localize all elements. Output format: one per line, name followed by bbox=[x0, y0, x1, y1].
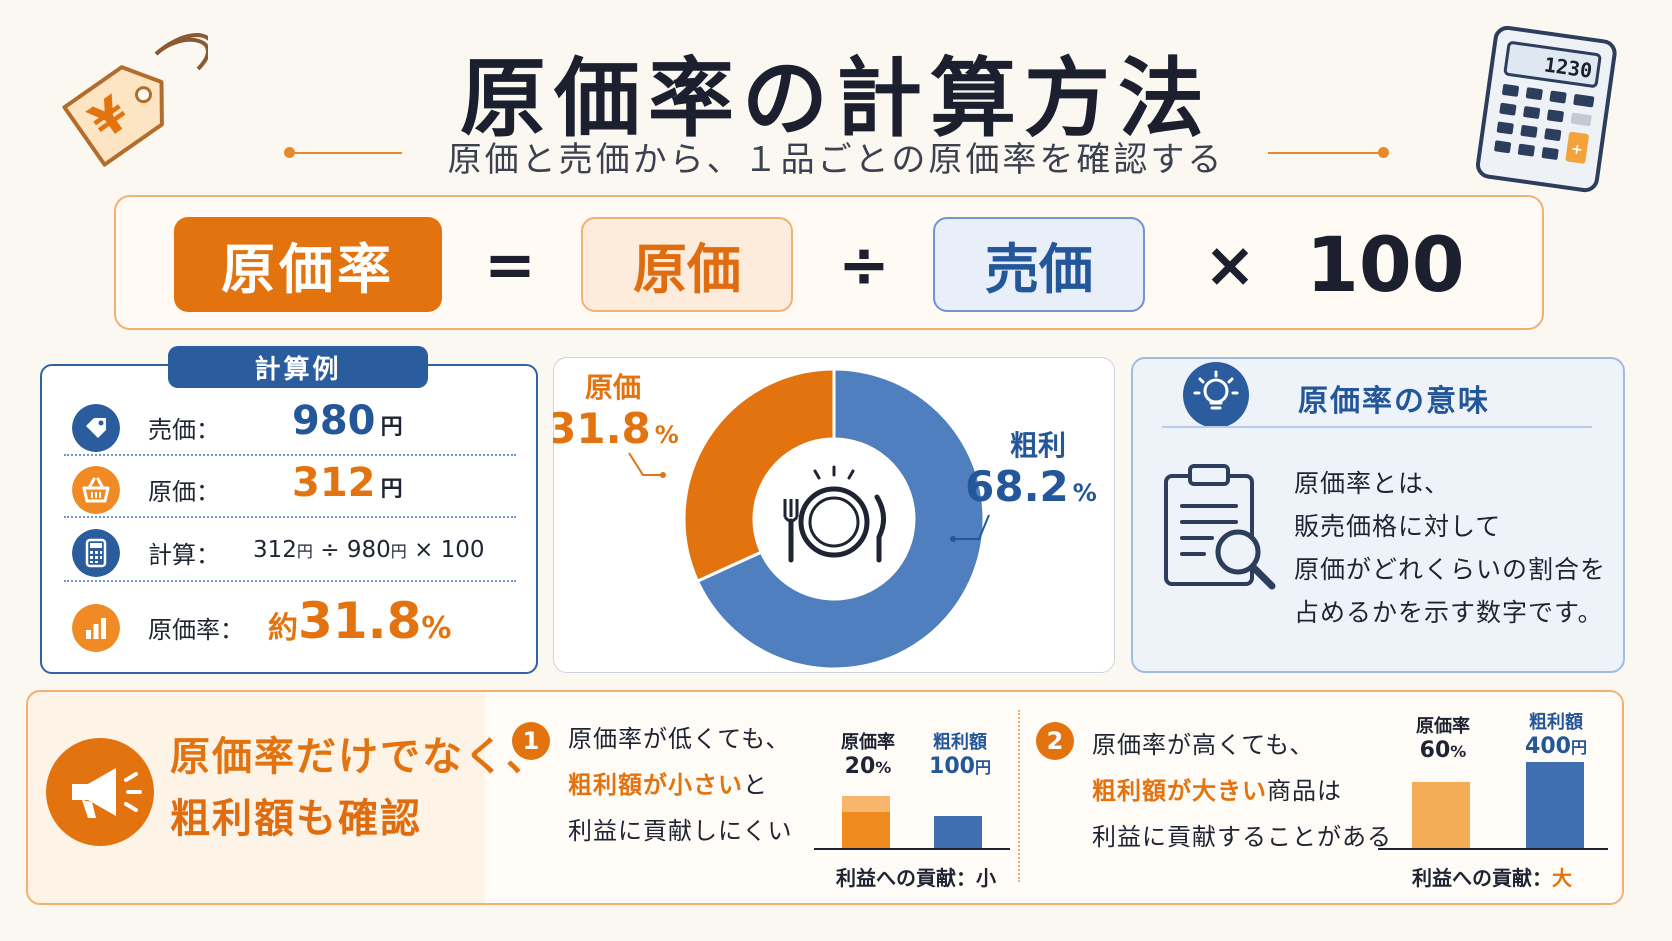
subtitle-line-left bbox=[290, 152, 402, 154]
formula-cost-box: 原価 bbox=[581, 217, 793, 312]
p2-rate-label: 原価率 bbox=[1416, 716, 1470, 737]
price-tag-icon: ¥ bbox=[62, 33, 208, 167]
p2-profit-label: 粗利額 bbox=[1529, 712, 1583, 733]
p2-profit-bar bbox=[1526, 762, 1584, 848]
example-cost-value: 312 bbox=[292, 460, 376, 506]
meaning-title: 原価率の意味 bbox=[1298, 384, 1490, 419]
example-label: 原価率： bbox=[148, 616, 244, 644]
formula-price-box: 売価 bbox=[933, 217, 1145, 312]
subtitle-line-right bbox=[1268, 152, 1380, 154]
p2-rate-bar bbox=[1412, 782, 1470, 848]
example-row-calc: 計算： 312円 ÷ 980円 × 100 bbox=[72, 523, 512, 583]
points-divider bbox=[1018, 710, 1020, 882]
p2-baseline bbox=[1378, 848, 1608, 850]
unit-yen: 円 bbox=[380, 477, 403, 502]
meaning-line: 販売価格に対して bbox=[1294, 512, 1502, 541]
example-price-value: 980 bbox=[292, 398, 376, 444]
example-row-price: 売価： 980 円 bbox=[72, 398, 512, 458]
row-divider bbox=[64, 454, 516, 456]
p1-rate-label: 原価率 bbox=[841, 732, 895, 753]
formula-rate-box: 原価率 bbox=[174, 217, 442, 312]
example-row-rate: 原価率： 約31.8% bbox=[72, 592, 512, 658]
point-2-badge: 2 bbox=[1036, 722, 1074, 760]
calculator-plus-key: + bbox=[1570, 141, 1584, 158]
plate-cutlery-icon bbox=[783, 465, 886, 563]
formula-divide: ÷ bbox=[838, 228, 890, 301]
p1-baseline bbox=[814, 848, 1010, 850]
lightbulb-icon bbox=[1183, 362, 1249, 428]
formula-equals: = bbox=[484, 228, 536, 301]
donut-label-profit-value: 68.2% bbox=[965, 462, 1097, 511]
row-divider bbox=[64, 516, 516, 518]
calculator-icon bbox=[72, 529, 120, 577]
p2-profit-value: 400円 bbox=[1525, 734, 1587, 759]
example-label: 原価： bbox=[148, 478, 220, 506]
p2-contribution: 利益への貢献：大 bbox=[1412, 866, 1572, 890]
p1-profit-value: 100円 bbox=[929, 754, 991, 779]
row-divider bbox=[64, 580, 516, 582]
p1-rate-bar bbox=[842, 796, 890, 848]
meaning-divider bbox=[1162, 426, 1592, 428]
p1-contribution: 利益への貢献：小 bbox=[836, 866, 996, 890]
p1-profit-label: 粗利額 bbox=[933, 732, 987, 753]
subtitle-dot-left bbox=[284, 147, 295, 158]
example-rate-value: 31.8 bbox=[298, 592, 422, 650]
donut-label-cost-name: 原価 bbox=[585, 371, 641, 404]
meaning-line: 原価率とは、 bbox=[1294, 469, 1451, 498]
calculator-icon: 1230 + bbox=[1475, 26, 1617, 193]
donut-label-profit-name: 粗利 bbox=[1010, 429, 1066, 462]
meaning-text: 原価率とは、 販売価格に対して 原価がどれくらいの割合を 占めるかを示す数字です… bbox=[1294, 462, 1606, 634]
unit-yen: 円 bbox=[380, 415, 403, 440]
example-calc-expression: 312円 ÷ 980円 × 100 bbox=[253, 537, 485, 563]
point-1-badge: 1 bbox=[512, 722, 550, 760]
bottom-headline: 原価率だけでなく、 粗利額も確認 bbox=[170, 726, 548, 850]
clipboard-search-icon bbox=[1164, 464, 1276, 590]
subtitle-dot-right bbox=[1378, 147, 1389, 158]
bar-chart-icon bbox=[72, 604, 120, 652]
example-card bbox=[40, 364, 538, 674]
meaning-line: 原価がどれくらいの割合を bbox=[1294, 555, 1607, 584]
p1-rate-value: 20% bbox=[844, 754, 892, 779]
formula-panel: 原価率 = 原価 ÷ 売価 × 100 bbox=[114, 195, 1544, 330]
basket-icon bbox=[72, 466, 120, 514]
megaphone-icon bbox=[46, 738, 154, 846]
page-title: 原価率の計算方法 bbox=[460, 49, 1212, 149]
formula-factor: 100 bbox=[1306, 220, 1465, 309]
meaning-line: 占めるかを示す数字です。 bbox=[1294, 598, 1604, 627]
example-label: 計算： bbox=[148, 541, 220, 569]
headline-line-2: 粗利額も確認 bbox=[170, 796, 422, 842]
p1-profit-bar bbox=[934, 816, 982, 848]
example-row-cost: 原価： 312 円 bbox=[72, 460, 512, 520]
p2-rate-value: 60% bbox=[1419, 738, 1467, 763]
formula-multiply: × bbox=[1204, 228, 1256, 301]
example-label: 売価： bbox=[148, 416, 220, 444]
donut-label-cost-value: 31.8% bbox=[553, 404, 679, 453]
point-2-text: 原価率が高くても、 粗利額が大きい商品は 利益に貢献することがある bbox=[1092, 731, 1392, 851]
approx-prefix: 約 bbox=[268, 611, 298, 646]
example-tab: 計算例 bbox=[168, 346, 428, 388]
headline-line-1: 原価率だけでなく、 bbox=[170, 734, 548, 780]
point-1-text: 原価率が低くても、 粗利額が小さいと 利益に貢献しにくい bbox=[568, 725, 793, 845]
price-tag-icon bbox=[72, 404, 120, 452]
page-subtitle: 原価と売価から、１品ごとの原価率を確認する bbox=[447, 140, 1225, 180]
unit-percent: % bbox=[421, 611, 452, 646]
